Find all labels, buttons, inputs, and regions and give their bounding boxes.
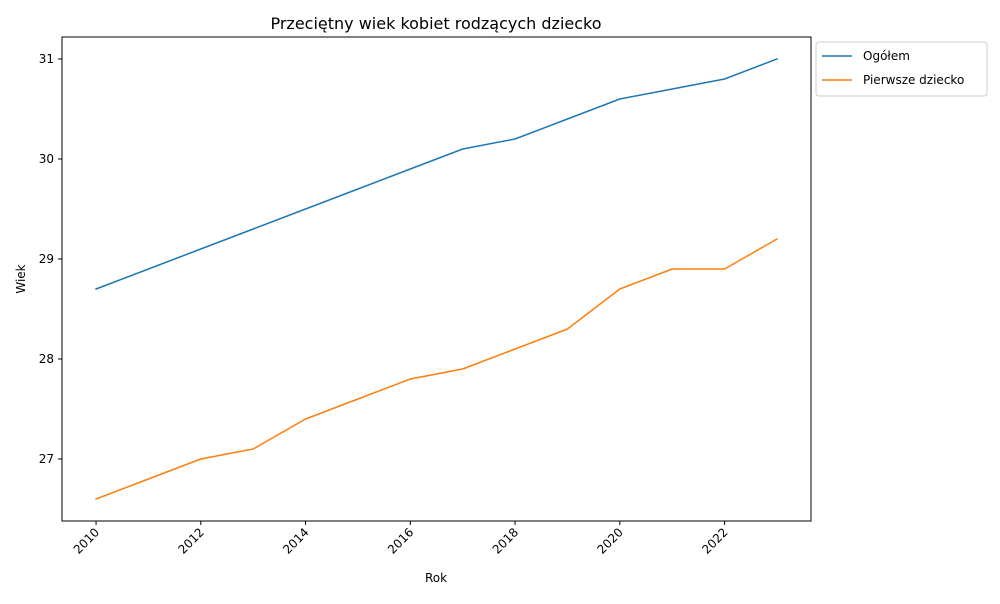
y-axis-ticks: 27 28 29 30 31 (39, 52, 62, 466)
series-line-1 (95, 58, 778, 290)
legend: Ogółem Pierwsze dziecko (815, 41, 988, 97)
chart-title: Przeciętny wiek kobiet rodzących dziecko (270, 14, 601, 33)
series-line-2 (95, 237, 778, 500)
y-tick-label: 27 (39, 452, 54, 466)
plot-frame (61, 36, 812, 522)
y-axis-label: Wiek (14, 264, 28, 293)
y-tick-label: 31 (39, 52, 54, 66)
legend-label-1: Ogółem (863, 49, 910, 63)
legend-box (815, 41, 988, 97)
series-layer (95, 58, 778, 500)
legend-label-2: Pierwsze dziecko (863, 73, 964, 87)
y-tick-label: 29 (39, 252, 54, 266)
y-tick-label: 28 (39, 352, 54, 366)
x-axis-label: Rok (425, 571, 447, 585)
y-tick-label: 30 (39, 152, 54, 166)
